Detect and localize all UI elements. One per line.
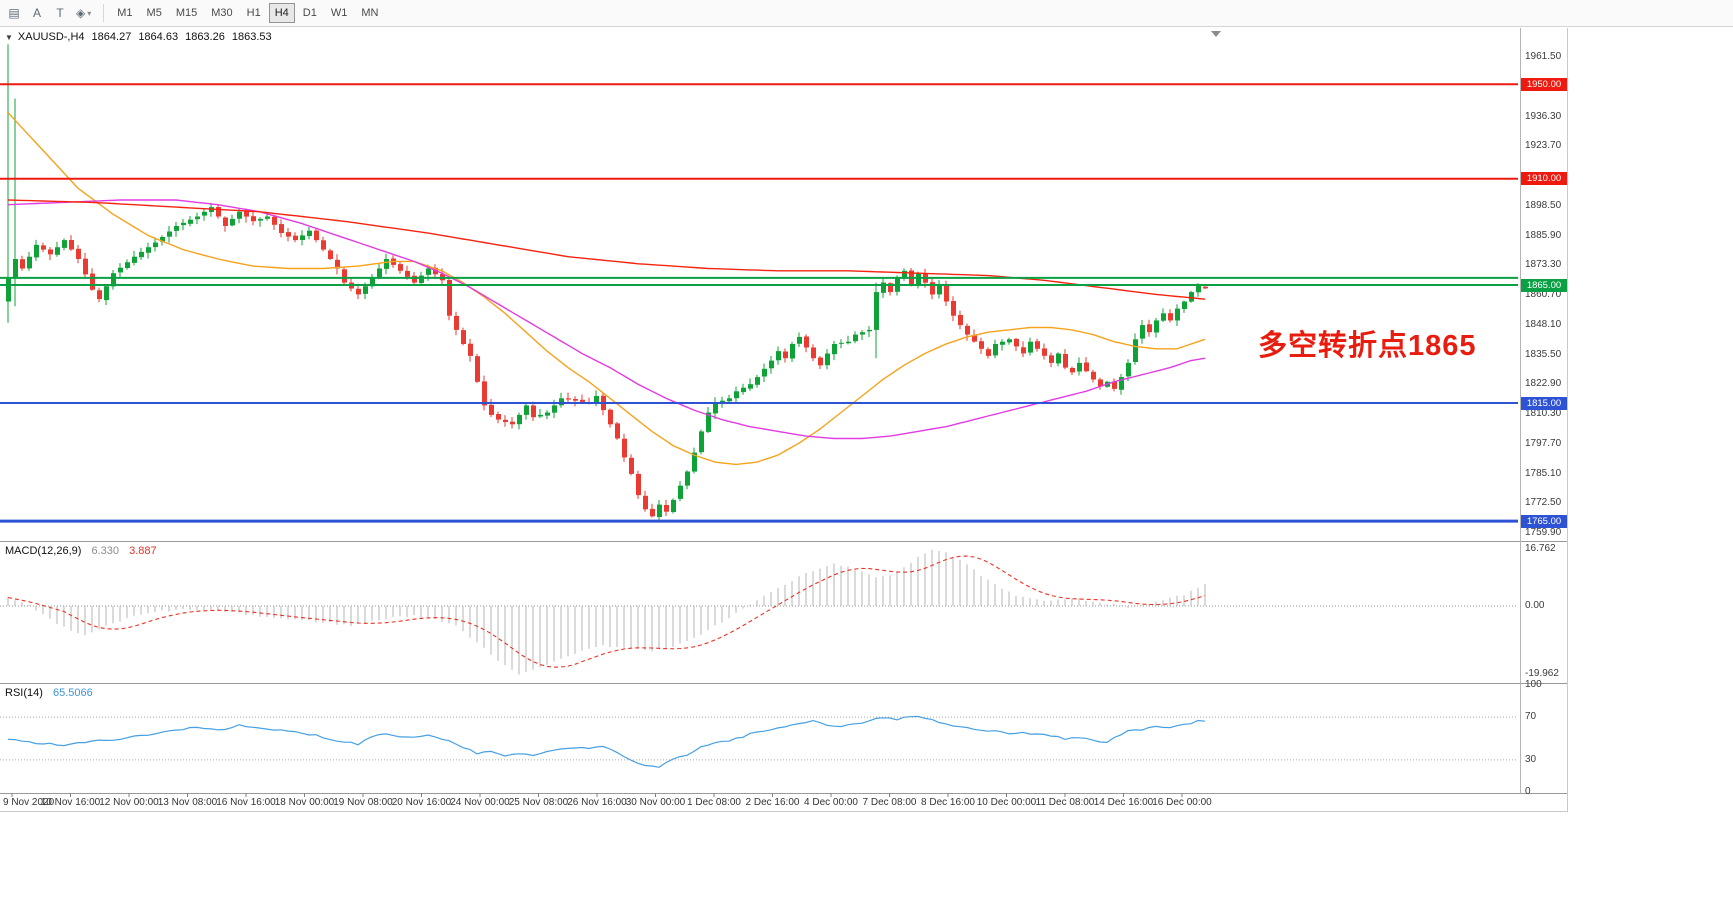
price-scale-label: 1822.90 — [1525, 378, 1562, 390]
timeframe-button-m1[interactable]: M1 — [117, 7, 133, 19]
rsi-scale-label: 100 — [1525, 679, 1542, 690]
pane-separator[interactable] — [0, 541, 1567, 542]
macd-scale-label: -19.962 — [1525, 667, 1559, 679]
price-scale-label: 1961.50 — [1525, 51, 1562, 63]
time-axis-label: 16 Nov 16:00 — [216, 797, 276, 808]
price-scale-label: 1898.50 — [1525, 199, 1562, 211]
time-axis-label: 13 Nov 08:00 — [157, 797, 218, 808]
macd-scale-label: 0.00 — [1525, 600, 1545, 611]
timeframe-button-d1[interactable]: D1 — [302, 7, 317, 19]
price-scale-label: 1848.10 — [1525, 318, 1562, 330]
dropdown-caret-icon: ▾ — [87, 8, 92, 18]
shapes-tool-icon[interactable]: ◈ ▾ — [76, 6, 92, 20]
ma-line-medium — [7, 199, 1206, 440]
rsi-scale-label: 0 — [1525, 786, 1531, 797]
price-scale-label: 1772.50 — [1525, 497, 1562, 509]
time-axis-label: 10 Nov 16:00 — [40, 797, 101, 808]
timeframe-button-h4[interactable]: H4 — [268, 3, 295, 23]
time-axis-label: 10 Dec 00:00 — [976, 797, 1037, 808]
rsi-scale-label: 70 — [1525, 711, 1537, 723]
price-level-label-1910.00: 1910.00 — [1521, 172, 1567, 186]
time-axis-label: 1 Dec 08:00 — [687, 797, 741, 808]
time-axis-label: 12 Nov 00:00 — [99, 797, 159, 808]
timeframe-button-h1[interactable]: H1 — [246, 7, 261, 19]
time-axis-label: 2 Dec 16:00 — [745, 797, 800, 808]
macd-main-value: 6.330 — [91, 545, 120, 557]
chart-window: ▼ XAUUSD-,H4 1864.27 1864.63 1863.26 186… — [0, 28, 1568, 812]
chart-shift-marker-icon[interactable] — [1211, 31, 1221, 37]
candles-layer — [6, 44, 1208, 523]
timeframe-button-m5[interactable]: M5 — [146, 7, 162, 19]
time-axis-label: 30 Nov 00:00 — [625, 797, 686, 808]
timeframe-button-w1[interactable]: W1 — [330, 7, 348, 19]
rsi-scale-label: 30 — [1525, 753, 1537, 765]
time-axis-label: 25 Nov 08:00 — [508, 797, 569, 808]
price-scale-label: 1923.70 — [1525, 140, 1562, 152]
time-axis-label: 11 Dec 08:00 — [1035, 797, 1095, 808]
toolbar-icon-group: ▤ A T ◈ ▾ — [3, 3, 96, 24]
timeframe-button-mn[interactable]: MN — [361, 7, 379, 19]
macd-label: MACD(12,26,9) 6.330 3.887 — [5, 545, 157, 557]
macd-signal-line — [7, 555, 1206, 668]
ohlc-close-value: 1863.53 — [231, 31, 272, 43]
rsi-value: 65.5066 — [52, 687, 93, 699]
toolbar: ▤ A T ◈ ▾ M1 M5 M15 M30 H1 H4 D1 W1 MN — [0, 0, 1733, 27]
rsi-label: RSI(14) 65.5066 — [5, 687, 93, 699]
time-axis-label: 18 Nov 00:00 — [274, 797, 335, 808]
annotation-text: 多空转折点1865 — [1258, 330, 1477, 362]
rsi-name: RSI(14) — [5, 687, 43, 699]
timeframe-button-m15[interactable]: M15 — [175, 7, 198, 19]
price-scale-label: 1936.30 — [1525, 110, 1562, 122]
price-scale-label: 1810.30 — [1525, 408, 1562, 420]
time-axis-label: 9 Nov 2020 — [3, 797, 55, 808]
ma-line-fast — [7, 112, 1206, 466]
pane-separator[interactable] — [0, 683, 1567, 684]
time-axis-label: 4 Dec 00:00 — [804, 797, 858, 808]
time-axis-label: 7 Dec 08:00 — [862, 797, 917, 808]
time-axis-label: 8 Dec 16:00 — [921, 797, 975, 808]
price-scale-label: 1860.70 — [1525, 289, 1562, 301]
text-tool-icon[interactable]: A — [32, 6, 41, 20]
template-tool-icon[interactable]: T — [56, 6, 64, 20]
rsi-line — [7, 715, 1206, 768]
price-level-label-1865.00: 1865.00 — [1521, 278, 1567, 292]
price-level-label-1815.00: 1815.00 — [1521, 396, 1567, 410]
timeframe-button-group: M1 M5 M15 M30 H1 H4 D1 W1 MN — [111, 3, 386, 23]
time-axis-label: 16 Dec 00:00 — [1152, 797, 1212, 808]
time-axis-label: 24 Nov 00:00 — [450, 797, 510, 808]
price-scale-label: 1797.70 — [1525, 437, 1562, 449]
ohlc-low-value: 1863.26 — [185, 31, 225, 43]
price-scale-label: 1873.30 — [1525, 259, 1562, 271]
ohlc-open-value: 1864.27 — [91, 31, 132, 43]
price-level-label-1950.00: 1950.00 — [1521, 77, 1567, 91]
price-scale-label: 1835.50 — [1525, 348, 1562, 360]
chart-title: ▼ XAUUSD-,H4 1864.27 1864.63 1863.26 186… — [5, 31, 272, 43]
symbol-timeframe-label: XAUUSD-,H4 — [17, 31, 85, 43]
time-axis-separator — [0, 793, 1567, 794]
price-level-label-1765.00: 1765.00 — [1521, 514, 1567, 528]
timeframe-button-m30[interactable]: M30 — [211, 7, 233, 19]
toolbar-separator — [103, 4, 105, 22]
price-scale-label: 1759.90 — [1525, 527, 1562, 539]
price-scale-label: 1785.10 — [1525, 467, 1562, 479]
macd-scale-label: 16.762 — [1525, 543, 1556, 554]
time-axis-label: 20 Nov 16:00 — [391, 797, 452, 808]
macd-histogram — [7, 549, 1206, 675]
macd-name: MACD(12,26,9) — [5, 545, 82, 557]
chart-canvas[interactable] — [0, 28, 1567, 812]
macd-signal-value: 3.887 — [129, 545, 157, 557]
chart-list-icon[interactable]: ▤ — [8, 6, 20, 20]
time-axis-label: 14 Dec 16:00 — [1093, 797, 1154, 808]
price-scale-label: 1885.90 — [1525, 229, 1562, 241]
time-axis-label: 26 Nov 16:00 — [567, 797, 627, 808]
time-axis-label: 19 Nov 08:00 — [333, 797, 393, 808]
ohlc-high-value: 1864.63 — [138, 31, 179, 43]
one-click-trading-arrow-icon[interactable]: ▼ — [5, 32, 13, 42]
